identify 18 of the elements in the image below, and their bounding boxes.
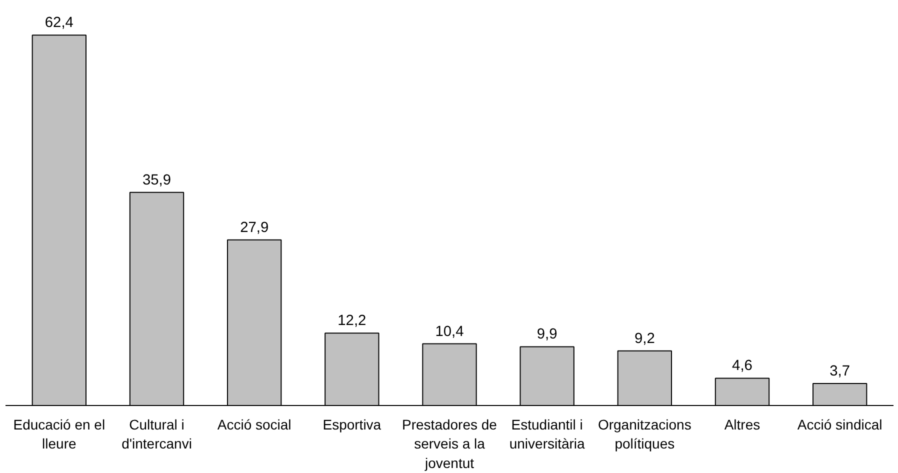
x-tick-label: Estudiantil i universitària xyxy=(509,416,586,452)
x-tick-label: Prestadores de serveis a la joventut xyxy=(402,416,498,471)
x-tick-label: Organitzacions polítiques xyxy=(598,416,692,452)
x-tick-label: Cultural i d'intercanvi xyxy=(122,416,192,452)
data-label: 12,2 xyxy=(338,313,366,330)
x-tick-label: Esportiva xyxy=(322,416,382,432)
x-tick-label: Educació en el lleure xyxy=(13,416,106,452)
data-label: 62,4 xyxy=(44,15,74,32)
data-label: 3,7 xyxy=(830,364,850,380)
data-label: 35,9 xyxy=(142,172,172,188)
x-tick-label: Acció social xyxy=(217,416,292,432)
data-label: 27,9 xyxy=(240,220,269,236)
data-label: 9,9 xyxy=(536,326,558,343)
x-tick-label: Acció sindical xyxy=(797,416,882,432)
data-label: 4,6 xyxy=(732,358,752,374)
data-label: 9,2 xyxy=(634,330,655,347)
data-label: 10,4 xyxy=(435,324,464,340)
x-tick-label: Altres xyxy=(724,416,760,432)
